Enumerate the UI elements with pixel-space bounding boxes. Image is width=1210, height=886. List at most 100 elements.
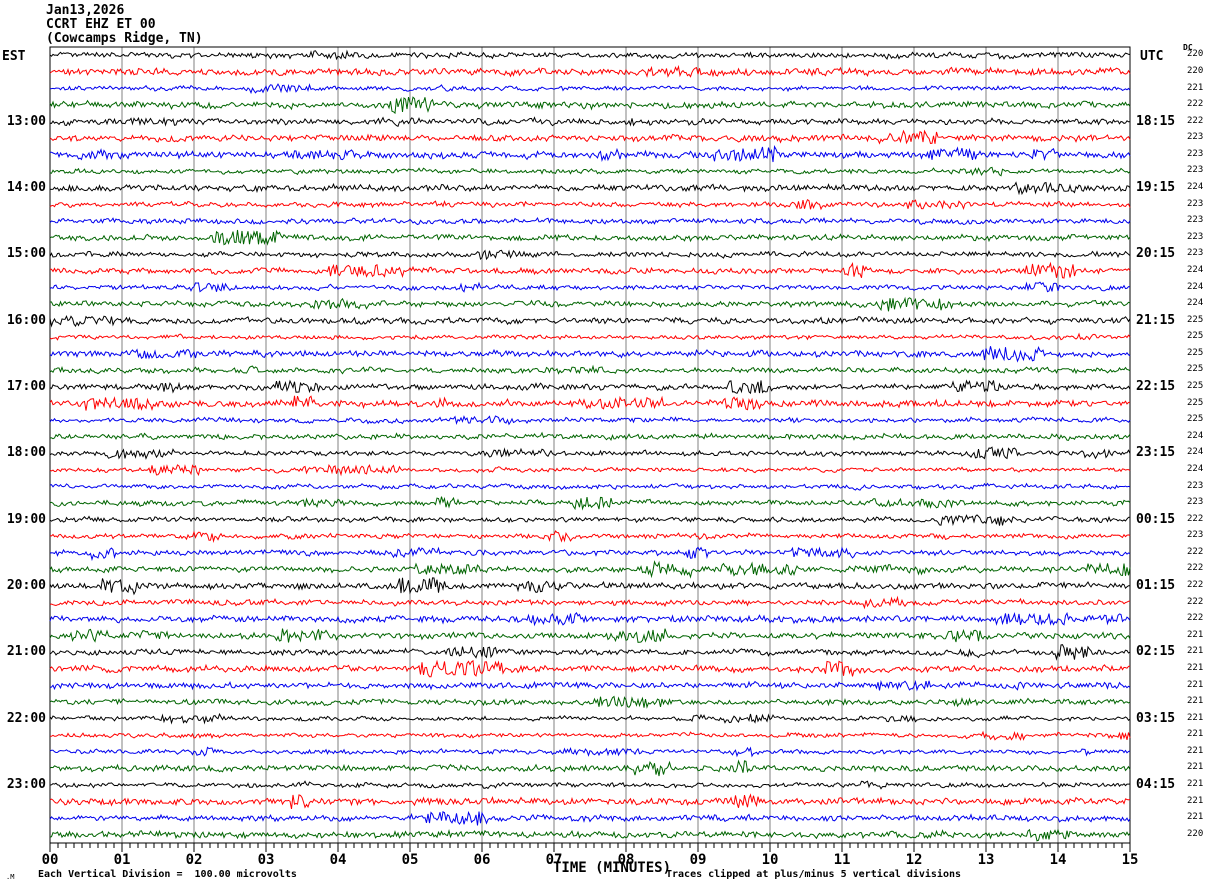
trace-row-8 [49,181,1131,196]
x-tick-label: 07 [545,852,563,868]
est-time-label: 17:00 [6,379,46,394]
dc-offset-value: 225 [1187,347,1204,358]
trace-row-29 [49,530,1131,543]
dc-offset-value: 223 [1187,215,1204,226]
dc-offset-value: 221 [1187,762,1204,773]
dc-offset-value: 221 [1187,712,1204,723]
utc-time-label: 19:15 [1136,180,1176,195]
trace-row-26 [49,482,1131,491]
est-time-label: 23:00 [6,777,46,792]
dc-offset-value: 224 [1187,447,1204,458]
est-time-label: 22:00 [6,710,46,726]
dc-offset-value: 221 [1187,696,1204,706]
dc-offset-value: 223 [1187,480,1204,491]
clip-note: Traces clipped at plus/minus 5 vertical … [666,869,962,880]
trace-row-17 [49,332,1131,341]
trace-row-10 [49,216,1131,226]
est-time-label: 14:00 [6,180,46,195]
trace-row-2 [49,83,1131,95]
x-tick-label: 03 [257,852,275,868]
dc-offset-value: 221 [1187,745,1204,756]
utc-time-label: 02:15 [1136,644,1176,660]
trace-row-47 [49,828,1131,842]
trace-row-13 [50,261,1131,279]
x-tick-label: 12 [905,852,923,868]
trace-row-22 [49,415,1131,426]
dc-offset-value: 225 [1187,364,1204,375]
trace-row-46 [49,810,1131,826]
dc-offset-value: 225 [1187,397,1204,408]
trace-row-5 [49,129,1131,145]
dc-offset-value: 222 [1187,563,1204,574]
dc-offset-value: 223 [1187,148,1204,159]
dc-offset-value: 222 [1187,580,1204,590]
trace-row-19 [49,364,1131,375]
trace-row-43 [49,759,1131,777]
trace-row-31 [49,560,1131,579]
dc-offset-value: 222 [1187,513,1204,524]
watermark-glyph: .M [6,873,15,881]
trace-row-21 [49,395,1131,412]
utc-time-label: 22:15 [1136,379,1176,394]
dc-offset-value: 221 [1187,82,1204,93]
vertical-scale-note: Each Vertical Division = 100.00 microvol… [38,869,297,880]
utc-axis-header: UTC [1140,49,1164,64]
dc-offset-value: 221 [1187,795,1204,806]
title-station: CCRT EHZ ET 00 [46,17,156,32]
est-time-label: 21:00 [6,644,46,660]
dc-offset-value: 222 [1187,99,1204,109]
dc-offset-value: 224 [1187,264,1204,275]
x-tick-label: 15 [1121,852,1139,868]
plot-frame [49,46,1131,844]
dc-offset-value: 220 [1187,49,1204,60]
dc-column-header: DC [1183,43,1193,52]
trace-row-42 [49,746,1131,758]
dc-offset-value: 224 [1187,281,1204,292]
est-time-label: 16:00 [6,312,46,328]
dc-offset-value: 224 [1187,430,1204,441]
trace-row-23 [49,431,1131,442]
dc-offset-value: 221 [1187,646,1204,657]
trace-row-33 [49,595,1131,610]
dc-offset-value: 221 [1187,779,1204,789]
trace-row-41 [49,730,1131,741]
trace-row-35 [49,628,1131,643]
est-time-label: 19:00 [6,511,46,527]
dc-offset-value: 222 [1187,546,1204,557]
trace-row-44 [49,780,1131,790]
trace-row-16 [49,315,1131,328]
x-tick-label: 02 [185,852,203,868]
trace-row-40 [49,712,1131,725]
dc-offset-value: 221 [1187,679,1204,690]
trace-row-36 [49,644,1131,661]
trace-row-9 [49,198,1131,211]
dc-offset-value: 223 [1187,530,1204,541]
trace-row-18 [49,345,1131,363]
trace-row-0 [49,49,1131,61]
dc-offset-value: 221 [1187,662,1204,673]
x-tick-label: 06 [473,852,491,868]
dc-offset-value: 223 [1187,165,1204,176]
x-tick-label: 09 [689,852,707,868]
dc-offset-value: 223 [1187,198,1204,209]
trace-row-39 [49,695,1131,709]
trace-row-15 [49,296,1131,312]
dc-offset-value: 225 [1187,381,1204,391]
x-tick-label: 00 [41,852,59,868]
est-axis-header: EST [2,49,26,64]
utc-time-label: 18:15 [1136,113,1176,129]
utc-time-label: 20:15 [1136,246,1176,262]
dc-offset-value: 222 [1187,115,1204,126]
trace-row-45 [49,793,1131,809]
x-tick-label: 05 [401,852,419,868]
est-time-label: 13:00 [6,113,46,129]
x-tick-label: 01 [113,852,131,868]
trace-row-20 [49,379,1131,395]
trace-row-7 [49,166,1131,177]
title-location: (Cowcamps Ridge, TN) [46,31,203,46]
x-tick-label: 04 [329,852,347,868]
trace-row-28 [49,514,1131,527]
dc-offset-value: 223 [1187,248,1204,259]
